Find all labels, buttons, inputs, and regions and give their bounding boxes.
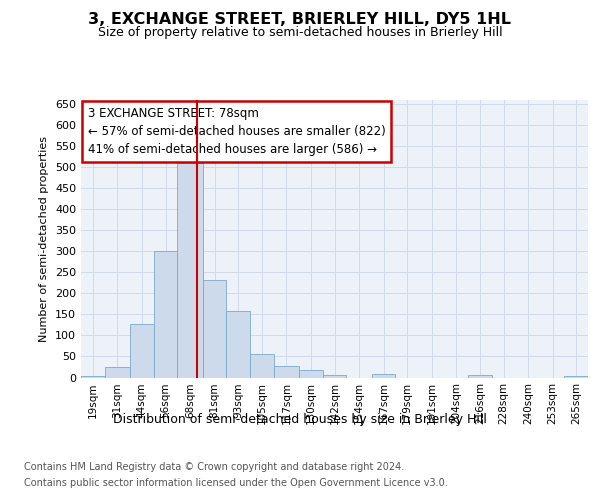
Bar: [177, 163, 203, 378]
Bar: [274, 366, 299, 378]
Text: Contains public sector information licensed under the Open Government Licence v3: Contains public sector information licen…: [24, 478, 448, 488]
Bar: [323, 376, 346, 378]
Bar: [203, 280, 226, 378]
Text: Contains HM Land Registry data © Crown copyright and database right 2024.: Contains HM Land Registry data © Crown c…: [24, 462, 404, 472]
Bar: [130, 324, 154, 378]
Bar: [250, 354, 274, 378]
Text: Size of property relative to semi-detached houses in Brierley Hill: Size of property relative to semi-detach…: [98, 26, 502, 39]
Y-axis label: Number of semi-detached properties: Number of semi-detached properties: [40, 136, 49, 342]
Text: 3, EXCHANGE STREET, BRIERLEY HILL, DY5 1HL: 3, EXCHANGE STREET, BRIERLEY HILL, DY5 1…: [89, 12, 511, 28]
Text: 3 EXCHANGE STREET: 78sqm
← 57% of semi-detached houses are smaller (822)
41% of : 3 EXCHANGE STREET: 78sqm ← 57% of semi-d…: [88, 107, 385, 156]
Bar: [372, 374, 395, 378]
Bar: [299, 370, 323, 378]
Bar: [565, 376, 588, 378]
Bar: [154, 252, 177, 378]
Text: Distribution of semi-detached houses by size in Brierley Hill: Distribution of semi-detached houses by …: [113, 412, 487, 426]
Bar: [104, 367, 130, 378]
Bar: [468, 376, 492, 378]
Bar: [226, 311, 250, 378]
Bar: [81, 376, 104, 378]
